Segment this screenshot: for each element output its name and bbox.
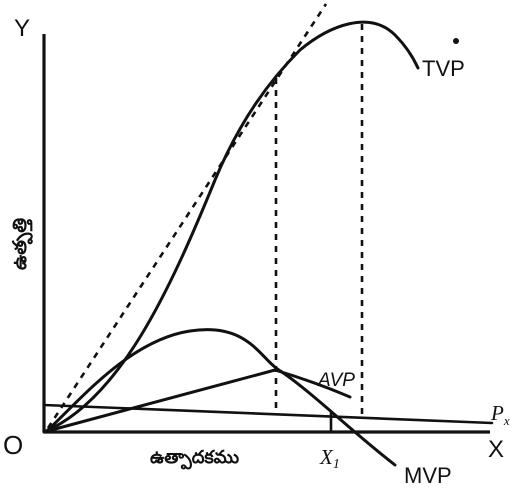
x1-label: X1 <box>319 445 340 472</box>
avp-label: AVP <box>317 370 355 391</box>
price-subscript: x <box>503 413 510 428</box>
y-axis-title: ఉత్పత్తి <box>9 218 33 270</box>
price-line <box>42 403 494 425</box>
y-axis-letter: Y <box>14 15 30 42</box>
price-label: Px <box>490 401 510 428</box>
x-axis-letter: X <box>488 436 504 463</box>
tvp-label: TVP <box>422 56 465 81</box>
mvp-curve <box>46 328 397 467</box>
mvp-label: MVP <box>404 463 452 488</box>
price-letter: P <box>490 401 504 425</box>
avp-curve <box>42 368 352 434</box>
tvp-curve <box>42 20 420 434</box>
x-axis-title: ఉత్పాదకము <box>150 447 239 470</box>
x1-letter: X <box>319 445 334 469</box>
origin-label: O <box>3 430 23 460</box>
tangent-ray <box>46 3 328 429</box>
x1-subscript: 1 <box>333 457 340 472</box>
tvp-peak-dot <box>453 38 459 44</box>
